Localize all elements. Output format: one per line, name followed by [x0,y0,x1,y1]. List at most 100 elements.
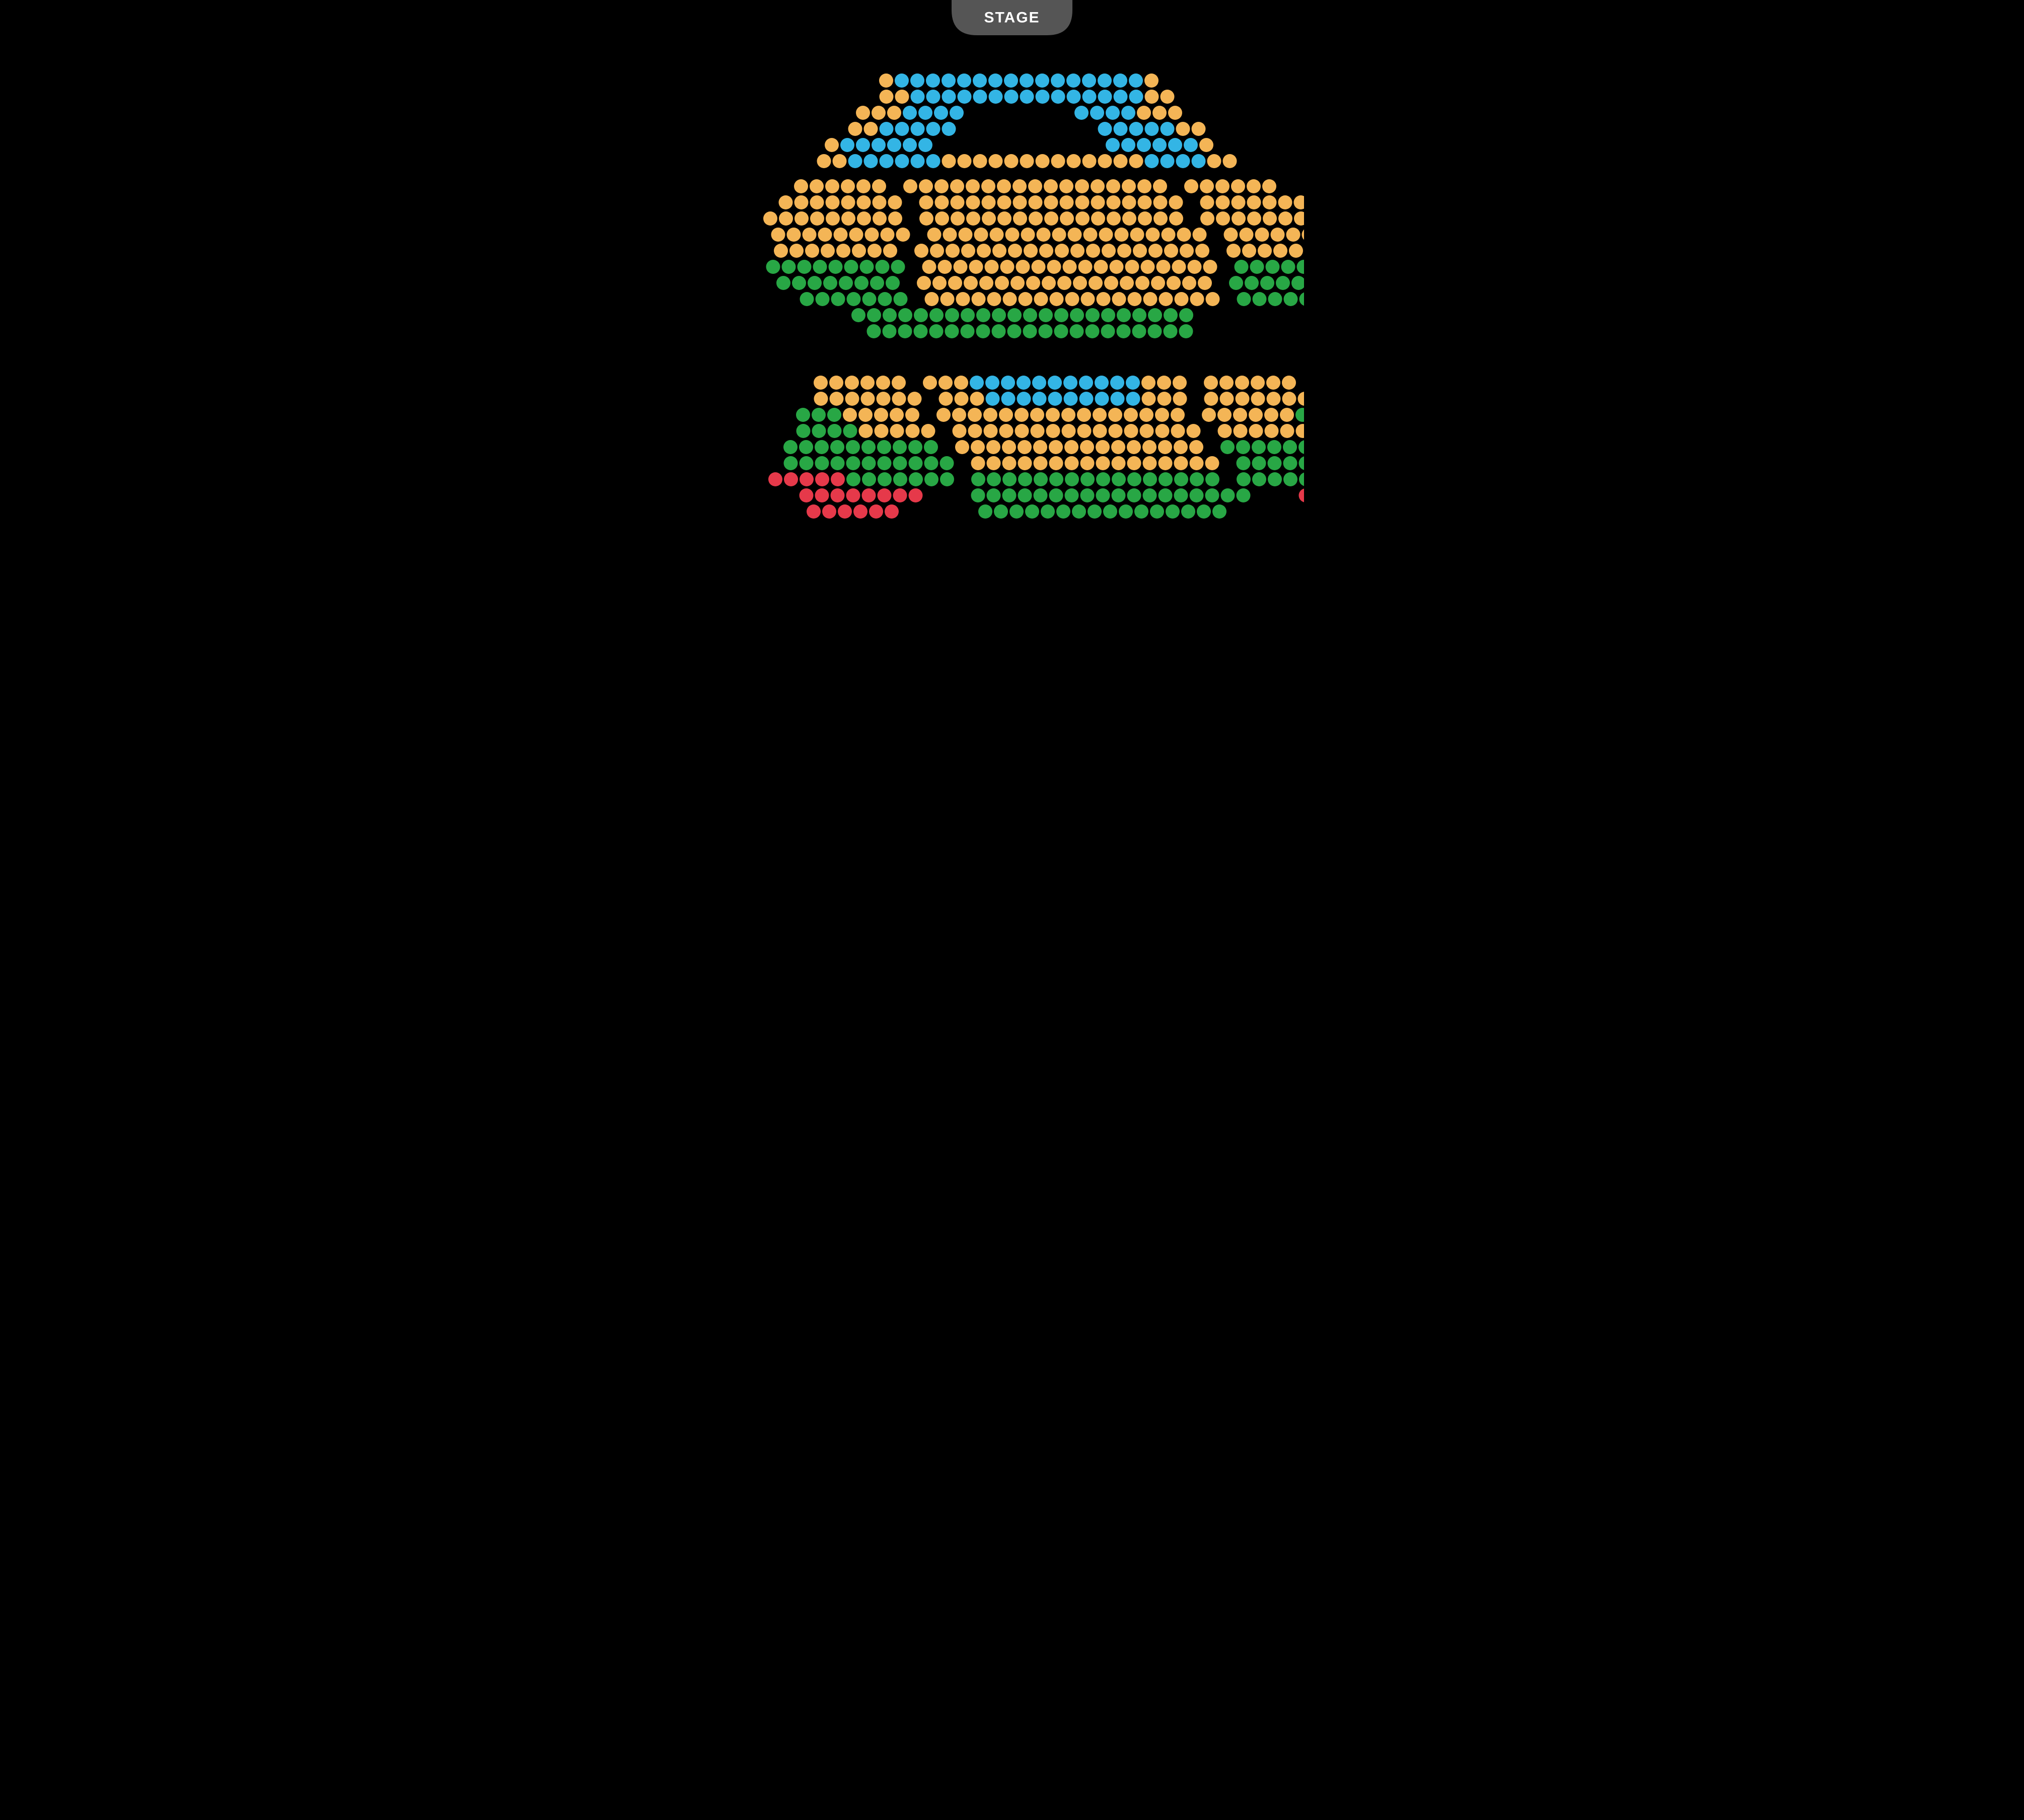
seat[interactable] [1187,424,1201,438]
seat[interactable] [862,488,876,502]
seat[interactable] [1198,276,1212,290]
seat[interactable] [1205,456,1219,470]
seat[interactable] [877,440,891,454]
seat[interactable] [1253,292,1267,306]
seat[interactable] [779,211,793,226]
seat[interactable] [1089,276,1103,290]
seat[interactable] [1054,308,1068,322]
seat[interactable] [1060,195,1074,209]
seat[interactable] [853,504,868,519]
seat[interactable] [979,276,993,290]
seat[interactable] [766,260,780,274]
seat[interactable] [878,456,892,470]
seat[interactable] [1263,211,1277,226]
seat[interactable] [862,472,876,486]
seat[interactable] [1017,376,1031,390]
seat[interactable] [971,440,985,454]
seat[interactable] [1063,260,1077,274]
seat[interactable] [1153,211,1168,226]
seat[interactable] [890,424,904,438]
seat[interactable] [1018,440,1032,454]
seat[interactable] [799,440,813,454]
seat[interactable] [1051,154,1065,168]
seat[interactable] [1205,472,1219,486]
seat[interactable] [1112,456,1126,470]
seat[interactable] [1281,260,1295,274]
seat[interactable] [999,424,1014,438]
seat[interactable] [1173,376,1187,390]
seat[interactable] [826,211,840,226]
seat[interactable] [1258,244,1272,258]
seat[interactable] [891,260,905,274]
seat[interactable] [1219,376,1234,390]
seat[interactable] [1091,195,1105,209]
seat[interactable] [852,244,866,258]
seat[interactable] [1002,440,1016,454]
seat[interactable] [1217,408,1232,422]
seat[interactable] [888,211,902,226]
seat[interactable] [1138,195,1152,209]
seat[interactable] [1114,90,1128,104]
seat[interactable] [1161,122,1175,136]
seat[interactable] [840,138,854,152]
seat[interactable] [1039,324,1053,338]
seat[interactable] [1252,440,1266,454]
seat[interactable] [839,276,853,290]
seat[interactable] [1247,211,1261,226]
seat[interactable] [789,244,804,258]
seat[interactable] [1161,154,1175,168]
seat[interactable] [958,90,972,104]
seat[interactable] [1048,376,1062,390]
seat[interactable] [1232,211,1246,226]
seat[interactable] [862,292,877,306]
seat[interactable] [1161,90,1175,104]
seat[interactable] [1117,324,1131,338]
seat[interactable] [924,440,938,454]
seat[interactable] [831,292,845,306]
seat[interactable] [880,154,894,168]
seat[interactable] [883,244,897,258]
seat[interactable] [883,324,897,338]
seat[interactable] [1120,276,1134,290]
seat[interactable] [1180,244,1194,258]
seat[interactable] [1164,244,1178,258]
seat[interactable] [985,260,999,274]
seat[interactable] [1122,179,1136,193]
seat[interactable] [1020,74,1034,88]
seat[interactable] [954,376,968,390]
seat[interactable] [971,456,985,470]
seat[interactable] [825,138,839,152]
seat[interactable] [1192,122,1206,136]
seat[interactable] [816,292,830,306]
seat[interactable] [981,179,995,193]
seat[interactable] [999,408,1013,422]
seat[interactable] [800,488,814,502]
seat[interactable] [1070,324,1084,338]
seat[interactable] [982,195,996,209]
seat[interactable] [792,276,806,290]
seat[interactable] [858,408,873,422]
seat[interactable] [1051,74,1065,88]
seat[interactable] [929,324,944,338]
seat[interactable] [827,408,841,422]
seat[interactable] [1082,90,1097,104]
seat[interactable] [810,179,824,193]
seat[interactable] [1168,106,1182,120]
seat[interactable] [1080,488,1095,502]
seat[interactable] [1192,154,1206,168]
seat[interactable] [1159,292,1173,306]
seat[interactable] [935,195,949,209]
seat[interactable] [1271,228,1285,242]
seat[interactable] [1137,138,1151,152]
seat[interactable] [908,392,922,406]
seat[interactable] [807,504,821,519]
seat[interactable] [1082,74,1096,88]
seat[interactable] [1132,324,1146,338]
seat[interactable] [950,106,964,120]
seat[interactable] [1033,392,1047,406]
seat[interactable] [997,179,1011,193]
seat[interactable] [861,440,876,454]
seat[interactable] [864,122,878,136]
seat[interactable] [794,195,809,209]
seat[interactable] [1278,211,1292,226]
